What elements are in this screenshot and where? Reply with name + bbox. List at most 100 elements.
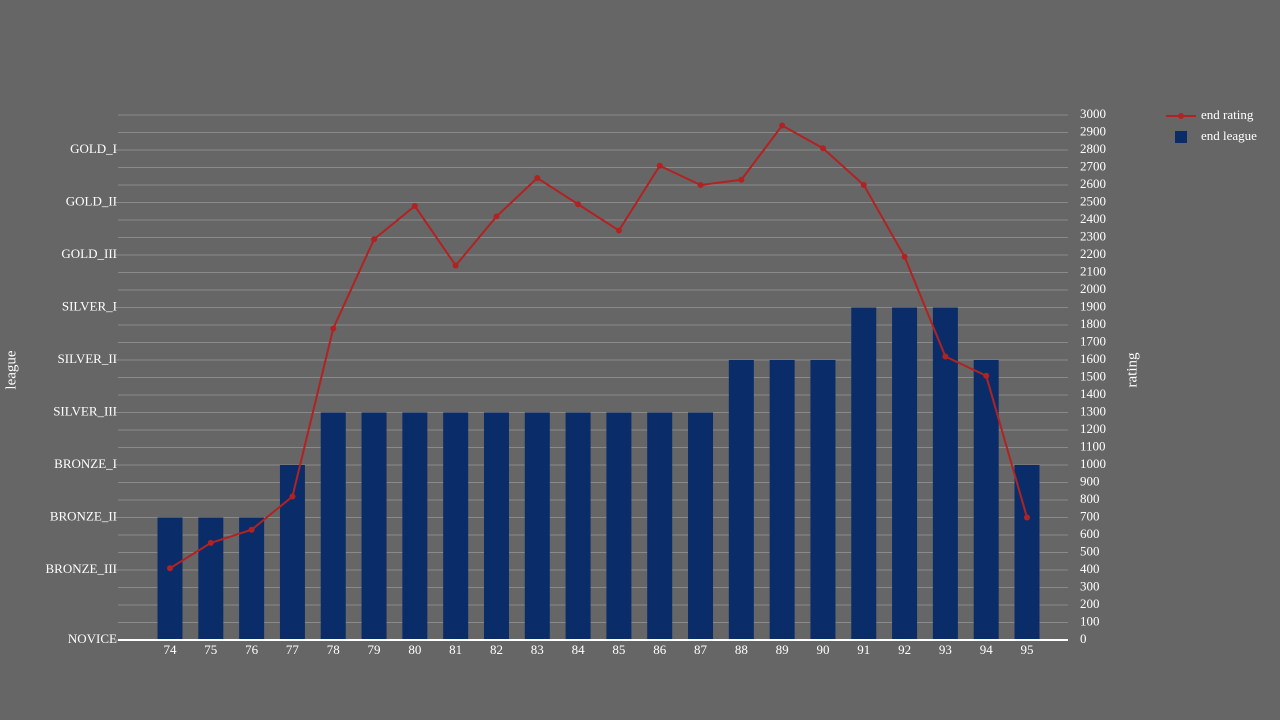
- y2-tick-label: 800: [1080, 491, 1100, 506]
- line-point: [248, 526, 255, 533]
- line-point: [697, 182, 704, 188]
- y2-tick-label: 1900: [1080, 298, 1106, 313]
- line-point: [575, 201, 582, 208]
- line-point: [534, 175, 541, 181]
- y-tick-label: GOLD_III: [61, 246, 117, 261]
- bar: [320, 412, 346, 640]
- y-tick-label: GOLD_I: [70, 141, 117, 156]
- line-point: [207, 539, 214, 546]
- x-tick-label: 82: [490, 642, 503, 657]
- x-tick-label: 88: [735, 642, 748, 657]
- bar: [483, 412, 509, 640]
- x-tick-label: 76: [245, 642, 259, 657]
- bar: [443, 412, 469, 640]
- y2-tick-label: 2300: [1080, 228, 1106, 243]
- y2-tick-label: 700: [1080, 508, 1100, 523]
- line-point: [371, 236, 378, 243]
- y-tick-label: NOVICE: [68, 631, 117, 646]
- bar: [402, 412, 428, 640]
- y2-tick-label: 2700: [1080, 158, 1106, 173]
- line-point: [942, 353, 949, 360]
- y-tick-label: SILVER_II: [58, 351, 117, 366]
- legend-swatch: [1175, 131, 1187, 143]
- y2-tick-label: 2200: [1080, 246, 1106, 261]
- y-tick-label: BRONZE_I: [54, 456, 117, 471]
- line-point: [656, 162, 663, 169]
- x-tick-label: 94: [980, 642, 994, 657]
- x-tick-label: 89: [776, 642, 789, 657]
- line-point: [819, 145, 826, 152]
- legend-marker: [1178, 113, 1184, 119]
- line-point: [167, 565, 173, 572]
- line-point: [493, 213, 500, 220]
- bar: [606, 412, 632, 640]
- y-tick-label: BRONZE_II: [50, 508, 117, 523]
- y2-tick-label: 600: [1080, 526, 1100, 541]
- x-tick-label: 85: [612, 642, 625, 657]
- bar: [728, 360, 754, 640]
- bar: [361, 412, 387, 640]
- line-point: [615, 227, 622, 234]
- line-point: [1024, 514, 1030, 521]
- bar: [851, 307, 877, 640]
- y2-tick-label: 1400: [1080, 386, 1106, 401]
- x-tick-label: 86: [653, 642, 667, 657]
- bar: [769, 360, 795, 640]
- y2-axis-title: rating: [1124, 352, 1140, 387]
- bar: [892, 307, 918, 640]
- legend-label: end league: [1201, 128, 1257, 143]
- y2-tick-label: 300: [1080, 578, 1100, 593]
- bar: [688, 412, 714, 640]
- bar: [1014, 465, 1040, 640]
- y-tick-label: GOLD_II: [66, 193, 117, 208]
- y2-tick-label: 100: [1080, 613, 1100, 628]
- y2-tick-label: 1500: [1080, 368, 1106, 383]
- bar: [279, 465, 305, 640]
- y2-tick-label: 1200: [1080, 421, 1106, 436]
- x-tick-label: 81: [449, 642, 462, 657]
- line-point: [860, 182, 867, 188]
- y2-tick-label: 400: [1080, 561, 1100, 576]
- line-point: [289, 493, 296, 500]
- y2-tick-label: 1600: [1080, 351, 1106, 366]
- x-tick-label: 83: [531, 642, 544, 657]
- y2-tick-label: 0: [1080, 631, 1087, 646]
- y2-tick-label: 200: [1080, 596, 1100, 611]
- y2-tick-label: 2100: [1080, 263, 1106, 278]
- y-tick-label: BRONZE_III: [46, 561, 118, 576]
- x-tick-label: 77: [286, 642, 300, 657]
- x-tick-label: 92: [898, 642, 911, 657]
- line: [169, 124, 1028, 570]
- x-tick-label: 79: [368, 642, 381, 657]
- line-point: [411, 203, 418, 209]
- line-point: [738, 176, 745, 183]
- y2-tick-label: 2000: [1080, 281, 1106, 296]
- line-point: [901, 253, 908, 260]
- bar: [647, 412, 673, 640]
- bar: [810, 360, 836, 640]
- y2-tick-label: 1000: [1080, 456, 1106, 471]
- y2-tick-label: 2400: [1080, 211, 1106, 226]
- bar: [565, 412, 591, 640]
- y2-tick-label: 900: [1080, 473, 1100, 488]
- bar: [932, 307, 958, 640]
- x-tick-label: 74: [164, 642, 178, 657]
- y2-tick-label: 3000: [1080, 106, 1106, 121]
- x-tick-label: 80: [408, 642, 421, 657]
- y2-tick-label: 2600: [1080, 176, 1106, 191]
- y2-tick-label: 2500: [1080, 193, 1106, 208]
- bar: [524, 412, 550, 640]
- bar: [198, 517, 224, 640]
- x-tick-label: 78: [327, 642, 340, 657]
- line-point: [983, 372, 990, 379]
- line-point: [452, 262, 459, 269]
- x-tick-label: 93: [939, 642, 952, 657]
- x-tick-label: 84: [572, 642, 586, 657]
- y2-tick-label: 2900: [1080, 123, 1106, 138]
- y2-tick-label: 500: [1080, 543, 1100, 558]
- y2-tick-label: 2800: [1080, 141, 1106, 156]
- y2-tick-label: 1800: [1080, 316, 1106, 331]
- y2-tick-label: 1700: [1080, 333, 1106, 348]
- x-tick-label: 87: [694, 642, 708, 657]
